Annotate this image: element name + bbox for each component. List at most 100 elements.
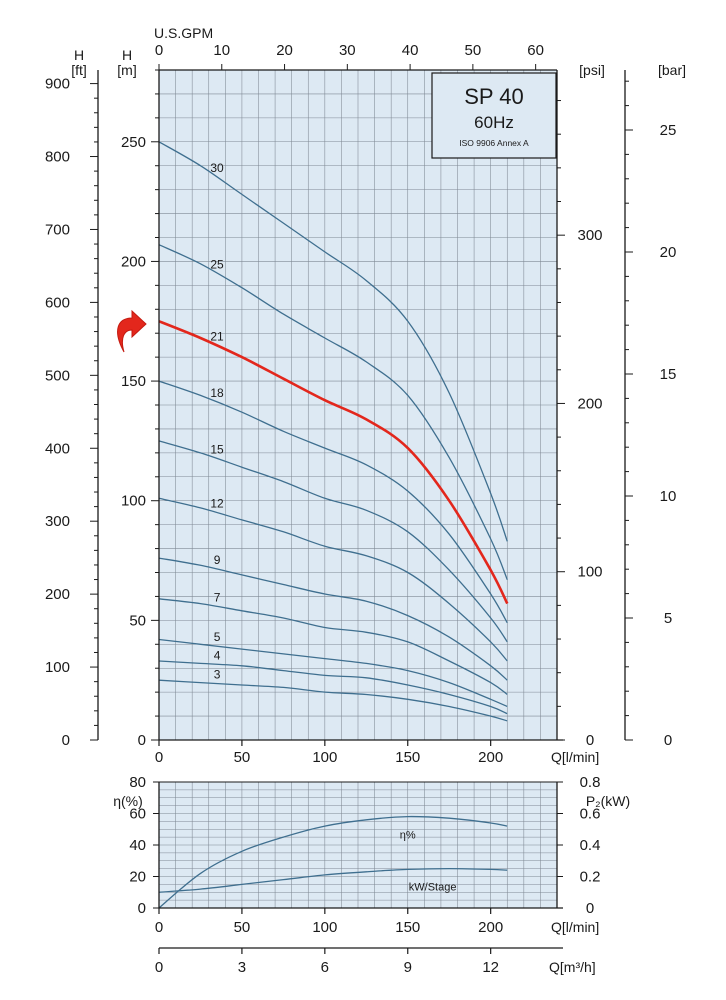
curve-label-25: 25 xyxy=(210,257,224,271)
head-m-tick-label: 150 xyxy=(121,373,146,390)
head-m-axis-label: H xyxy=(122,47,132,63)
gpm-axis-label: U.S.GPM xyxy=(154,25,213,41)
head-ft-axis-unit: [ft] xyxy=(71,62,87,78)
psi-tick-label: 200 xyxy=(577,395,602,412)
m3h-tick-label: 3 xyxy=(238,959,246,976)
gpm-tick-label: 60 xyxy=(527,42,544,59)
head-x-tick-label: 50 xyxy=(234,749,251,766)
bar-axis-label: [bar] xyxy=(658,62,686,78)
model-title: SP 40 xyxy=(464,84,524,109)
head-curve-25 xyxy=(158,244,508,580)
title-box: SP 40 60Hz ISO 9906 Annex A xyxy=(431,72,557,159)
power-y-tick-label: 0.6 xyxy=(580,806,601,823)
head-curve-7 xyxy=(158,598,508,696)
head-ft-tick-label: 0 xyxy=(62,732,70,749)
head-ft-tick-label: 400 xyxy=(45,440,70,457)
eff-x-tick-label: 100 xyxy=(312,919,337,936)
m3h-tick-label: 12 xyxy=(482,959,499,976)
head-ft-tick-label: 300 xyxy=(45,513,70,530)
head-curve-3 xyxy=(158,679,508,722)
head-x-tick-label: 100 xyxy=(312,749,337,766)
bar-tick-label: 20 xyxy=(660,244,677,261)
psi-tick-label: 100 xyxy=(577,564,602,581)
head-m-tick-label: 100 xyxy=(121,493,146,510)
curve-label-5: 5 xyxy=(214,630,221,644)
power-y-tick-label: 0.4 xyxy=(580,837,601,854)
bar-tick-label: 0 xyxy=(664,732,672,749)
head-m-axis-unit: [m] xyxy=(117,62,136,78)
psi-axis-label: [psi] xyxy=(579,62,605,78)
head-ft-tick-label: 700 xyxy=(45,221,70,238)
power-curve xyxy=(158,867,508,893)
eff-y-tick-label: 40 xyxy=(129,837,146,854)
eff-y-axis-label: η(%) xyxy=(113,793,143,809)
bar-tick-label: 25 xyxy=(660,122,677,139)
curve-label-30: 30 xyxy=(210,161,224,175)
eff-x-tick-label: 0 xyxy=(155,919,163,936)
curve-label-21: 21 xyxy=(210,330,224,344)
bar-tick-label: 10 xyxy=(660,488,677,505)
gpm-tick-label: 30 xyxy=(339,42,356,59)
curve-label-15: 15 xyxy=(210,443,224,457)
head-x-tick-label: 200 xyxy=(478,749,503,766)
head-curve-21 xyxy=(158,320,509,605)
head-ft-tick-label: 100 xyxy=(45,659,70,676)
head-x-axis-label: Q[l/min] xyxy=(551,749,599,765)
psi-tick-label: 300 xyxy=(577,227,602,244)
efficiency-curve xyxy=(158,815,508,909)
head-m-tick-label: 250 xyxy=(121,134,146,151)
head-ft-tick-label: 500 xyxy=(45,367,70,384)
power-y-tick-label: 0 xyxy=(586,900,594,917)
eff-x-tick-label: 200 xyxy=(478,919,503,936)
head-curve-15 xyxy=(158,440,508,643)
power-curve-label: kW/Stage xyxy=(409,882,457,894)
standard-label: ISO 9906 Annex A xyxy=(459,138,529,148)
eff-x-tick-label: 50 xyxy=(234,919,251,936)
gpm-tick-label: 10 xyxy=(213,42,230,59)
frequency-label: 60Hz xyxy=(474,113,514,132)
head-ft-tick-label: 900 xyxy=(45,76,70,93)
head-curve-9 xyxy=(158,557,508,681)
eff-y-tick-label: 60 xyxy=(129,806,146,823)
head-m-tick-label: 200 xyxy=(121,253,146,270)
bar-tick-label: 5 xyxy=(664,610,672,627)
head-x-tick-label: 150 xyxy=(395,749,420,766)
curve-label-3: 3 xyxy=(214,668,221,682)
efficiency-curve-label: η% xyxy=(400,830,416,842)
m3h-tick-label: 0 xyxy=(155,959,163,976)
curve-label-4: 4 xyxy=(214,648,221,662)
bar-tick-label: 15 xyxy=(660,366,677,383)
eff-y-tick-label: 0 xyxy=(138,900,146,917)
head-curve-18 xyxy=(158,380,508,624)
head-curve-12 xyxy=(158,497,508,662)
gpm-tick-label: 50 xyxy=(465,42,482,59)
curve-label-9: 9 xyxy=(214,553,221,567)
psi-tick-label: 0 xyxy=(586,732,594,749)
head-ft-tick-label: 800 xyxy=(45,149,70,166)
m3h-tick-label: 9 xyxy=(404,959,412,976)
duty-arrow-icon xyxy=(117,309,147,353)
gpm-tick-label: 0 xyxy=(155,42,163,59)
power-y-tick-label: 0.8 xyxy=(580,774,601,791)
gpm-tick-label: 20 xyxy=(276,42,293,59)
head-ft-axis-label: H xyxy=(74,47,84,63)
head-curve-4 xyxy=(158,660,508,715)
eff-y-tick-label: 20 xyxy=(129,869,146,886)
power-y-axis-label: P₂(kW) xyxy=(586,793,630,809)
eff-x-axis-label: Q[l/min] xyxy=(551,919,599,935)
gpm-tick-label: 40 xyxy=(402,42,419,59)
head-x-tick-label: 0 xyxy=(155,749,163,766)
head-curve-30 xyxy=(158,141,508,542)
head-m-tick-label: 50 xyxy=(129,612,146,629)
curve-label-12: 12 xyxy=(210,497,224,511)
head-curve-5 xyxy=(158,638,508,708)
power-y-tick-label: 0.2 xyxy=(580,869,601,886)
head-m-tick-label: 0 xyxy=(138,732,146,749)
m3h-axis-label: Q[m³/h] xyxy=(549,959,596,975)
m3h-tick-label: 6 xyxy=(321,959,329,976)
eff-y-tick-label: 80 xyxy=(129,774,146,791)
head-ft-tick-label: 600 xyxy=(45,294,70,311)
eff-x-tick-label: 150 xyxy=(395,919,420,936)
head-ft-tick-label: 200 xyxy=(45,586,70,603)
